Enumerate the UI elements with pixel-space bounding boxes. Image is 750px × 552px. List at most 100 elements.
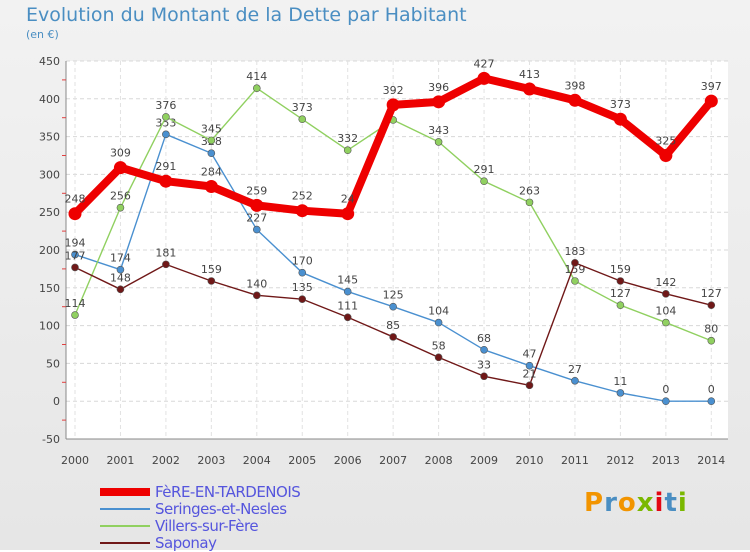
data-point (207, 277, 216, 285)
data-label: 24 (341, 193, 355, 206)
data-point (434, 138, 443, 146)
data-point (707, 336, 716, 345)
data-point (616, 301, 625, 309)
data-label: 396 (428, 81, 449, 94)
legend-item-f-re-en-tardenois: FèRE-EN-TARDENOIS (100, 482, 301, 501)
data-label: 11 (613, 375, 627, 388)
data-label: 140 (246, 277, 267, 290)
data-label: 332 (337, 132, 358, 145)
data-point (389, 302, 397, 311)
data-label: 373 (292, 101, 313, 114)
data-label: 145 (337, 274, 358, 287)
data-label: 174 (110, 252, 131, 265)
data-label: 291 (474, 163, 495, 176)
data-label: 427 (474, 57, 495, 70)
y-tick-label: 350 (39, 131, 60, 144)
logo-letter: i (677, 488, 688, 518)
y-tick-label: 400 (39, 93, 60, 106)
data-point (662, 397, 670, 406)
data-point (568, 93, 582, 107)
y-tick-label: 250 (39, 206, 60, 219)
data-point (707, 301, 716, 309)
data-point (116, 203, 125, 212)
data-point (204, 179, 218, 193)
data-point (207, 136, 216, 145)
data-label: 159 (564, 263, 585, 276)
x-tick-label: 2011 (561, 454, 589, 467)
data-label: 373 (610, 98, 631, 111)
chart-subtitle: (en €) (26, 28, 59, 41)
data-label: 159 (201, 263, 222, 276)
data-point (386, 98, 400, 112)
x-tick-label: 2005 (288, 454, 316, 467)
data-label: 170 (292, 255, 313, 268)
data-point (704, 94, 718, 108)
data-point (480, 345, 488, 354)
data-point (525, 198, 534, 207)
data-point (477, 71, 491, 85)
data-label: 259 (246, 184, 267, 197)
legend-swatch (100, 507, 150, 510)
data-point (68, 207, 82, 221)
data-point (341, 207, 355, 221)
data-point (571, 277, 579, 285)
data-point (659, 149, 673, 162)
x-tick-label: 2010 (516, 454, 544, 467)
data-label: 27 (568, 363, 582, 376)
data-point (116, 265, 125, 274)
data-label: 104 (428, 305, 449, 318)
legend-swatch (100, 524, 150, 527)
data-point (571, 259, 579, 267)
data-label: 291 (155, 160, 176, 173)
x-tick-label: 2014 (697, 454, 725, 467)
data-label: 284 (201, 165, 222, 178)
data-label: 177 (65, 249, 86, 262)
data-point (252, 225, 261, 234)
legend-swatch (100, 487, 150, 496)
data-label: 33 (477, 358, 491, 371)
data-point (616, 277, 625, 285)
data-label: 125 (383, 289, 404, 302)
data-label: 114 (65, 297, 86, 310)
data-point (71, 311, 79, 319)
data-point (252, 84, 261, 93)
chart-legend: FèRE-EN-TARDENOIS Seringes-et-Nesles Ville… (100, 482, 301, 552)
data-point (162, 130, 170, 139)
y-tick-label: 200 (39, 244, 60, 257)
data-point (525, 381, 534, 390)
data-point (434, 353, 443, 362)
data-label: 127 (610, 287, 631, 300)
data-point (116, 285, 125, 294)
data-point (480, 177, 488, 186)
logo-letter: x (636, 488, 655, 518)
data-point (295, 204, 309, 218)
y-tick-label: 100 (39, 320, 60, 333)
data-label: 111 (337, 299, 358, 312)
data-label: 252 (292, 190, 313, 203)
data-point (343, 313, 352, 322)
y-tick-label: -50 (42, 433, 60, 446)
y-tick-label: 450 (39, 55, 60, 68)
data-label: 345 (201, 122, 222, 135)
x-tick-label: 2012 (606, 454, 634, 467)
data-label: 58 (432, 339, 446, 352)
data-label: 104 (655, 305, 676, 318)
data-label: 194 (65, 237, 86, 250)
data-label: 413 (519, 68, 540, 81)
logo-letter: P (584, 488, 605, 518)
data-point (71, 250, 79, 259)
data-point (113, 161, 127, 175)
data-label: 343 (428, 124, 449, 137)
legend-swatch (100, 541, 150, 544)
data-label: 148 (110, 271, 131, 284)
data-point (707, 397, 716, 406)
y-tick-label: 50 (46, 357, 60, 370)
data-point (616, 389, 625, 397)
legend-label: FèRE-EN-TARDENOIS (155, 482, 301, 501)
logo-letter: t (664, 488, 678, 518)
data-point (613, 112, 627, 126)
data-label: 398 (564, 79, 585, 92)
data-label: 263 (519, 184, 540, 197)
data-label: 227 (246, 212, 267, 225)
data-point (662, 318, 670, 327)
